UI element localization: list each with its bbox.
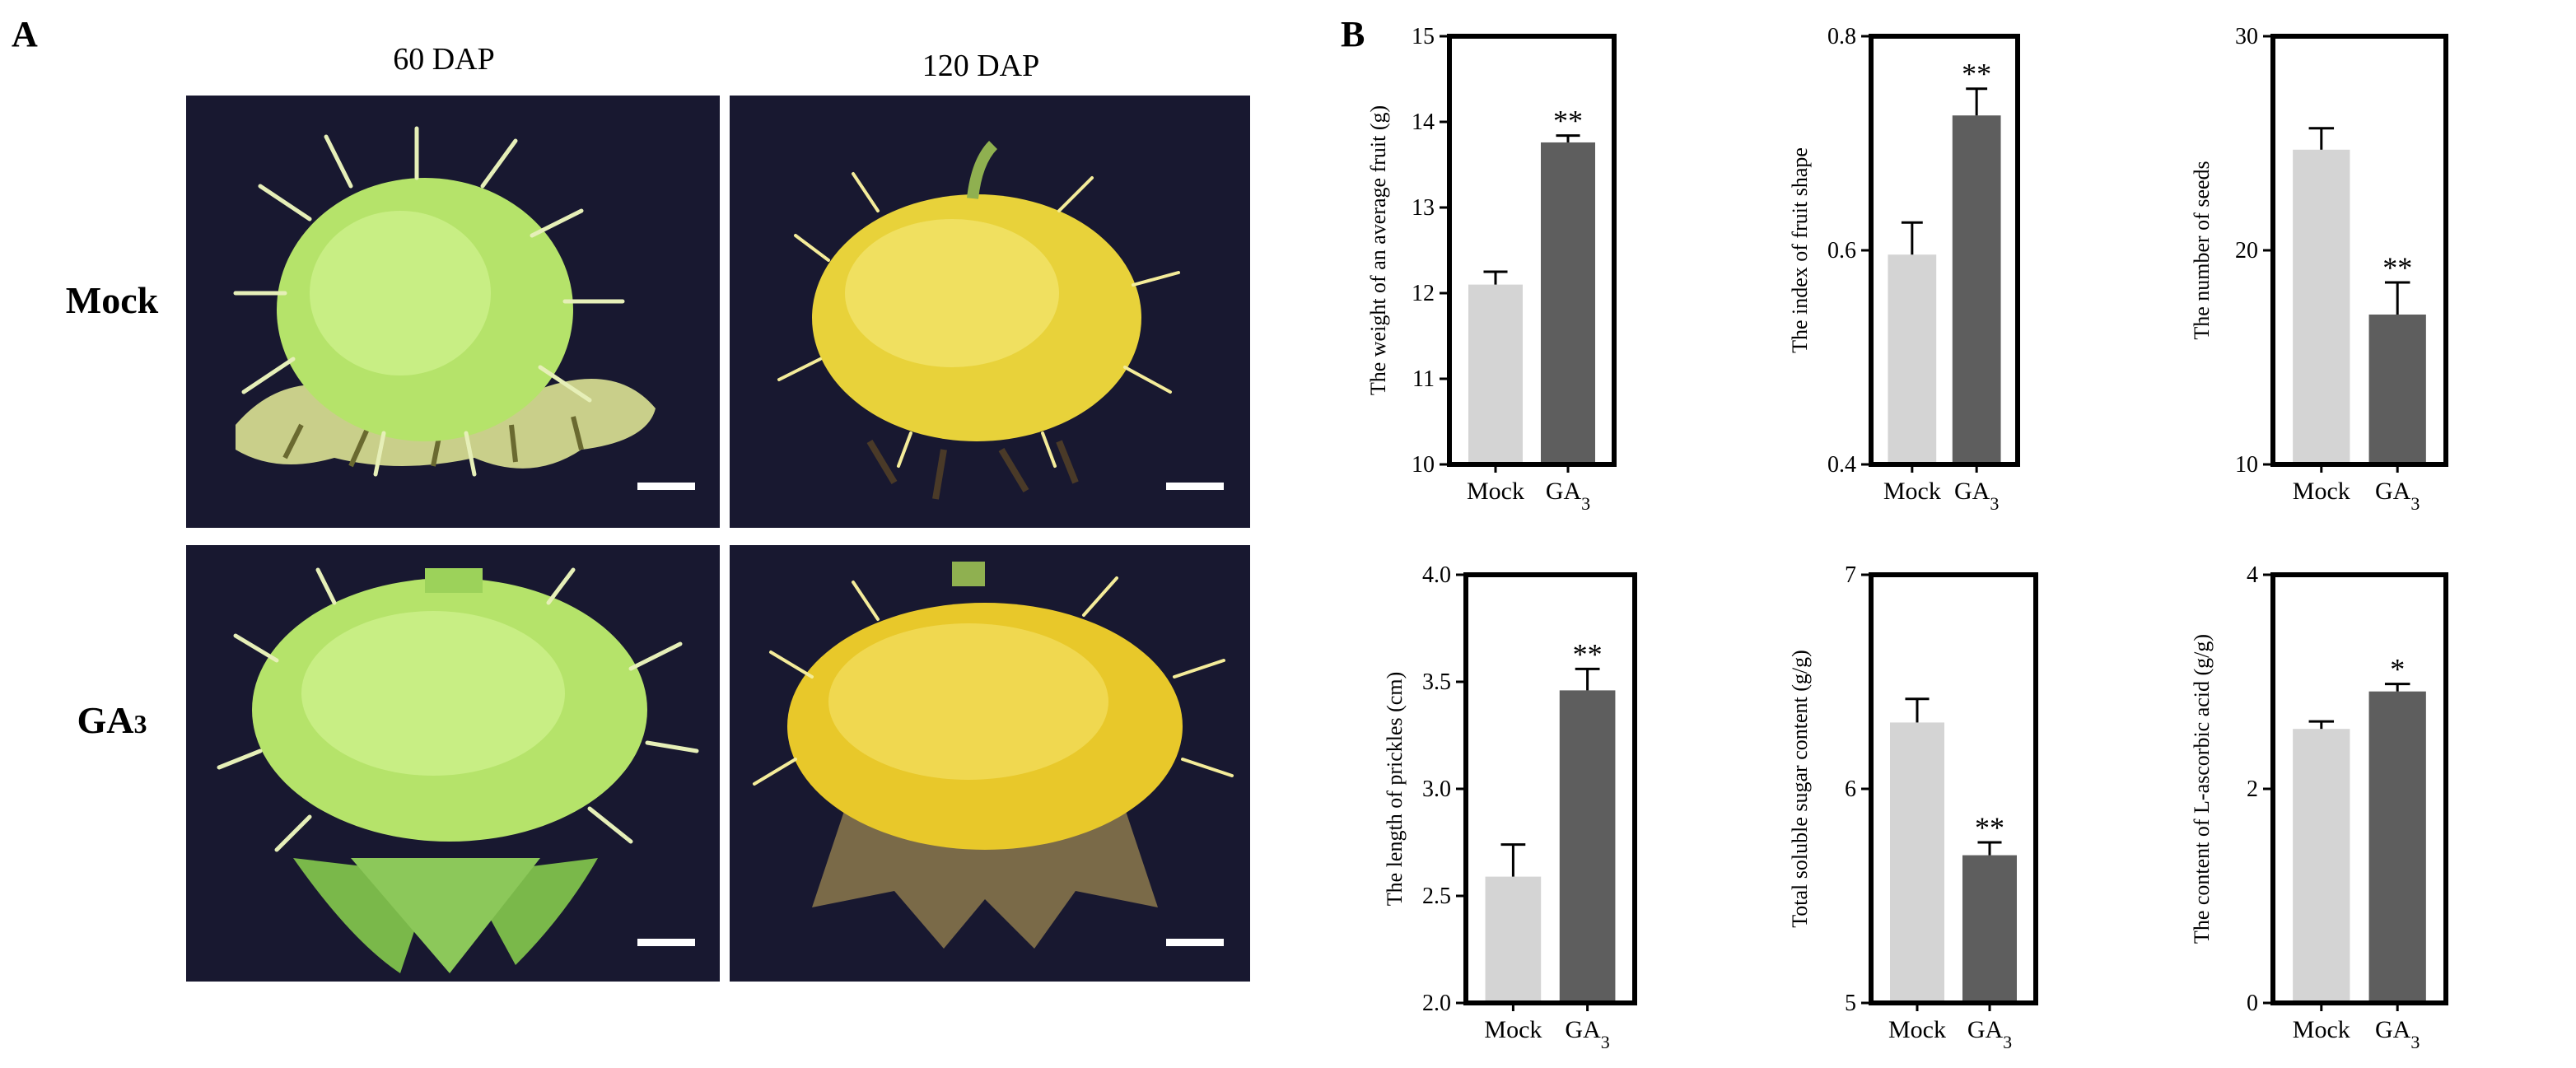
y-tick-label: 0.8 [1827, 24, 1856, 49]
y-tick-label: 15 [1412, 24, 1435, 49]
row-label-ga3: GA3 [77, 699, 147, 741]
y-tick-label: 11 [1412, 366, 1435, 392]
y-tick-label: 30 [2235, 24, 2258, 49]
scale-bar [1166, 483, 1224, 490]
category-label: Mock [1888, 1016, 1946, 1043]
y-tick-label: 3.0 [1422, 777, 1451, 802]
category-label: Mock [2293, 1016, 2350, 1043]
category-label: GA3 [1954, 478, 1999, 514]
y-tick-label: 10 [1412, 452, 1435, 478]
young-fruit-image [217, 567, 699, 973]
y-axis-label: The content of L-ascorbic acid (g/g) [2190, 634, 2214, 944]
category-label: GA3 [1565, 1016, 1609, 1052]
panel-b-letter: B [1341, 14, 1365, 54]
y-axis-label: The length of prickles (cm) [1383, 672, 1407, 906]
y-tick-label: 12 [1412, 281, 1435, 306]
bar-ga3 [1541, 142, 1595, 464]
row-label-mock: Mock [65, 279, 159, 321]
photo-ga3-60-dap [186, 545, 720, 982]
y-tick-label: 4 [2247, 562, 2258, 588]
category-label: GA3 [2375, 478, 2420, 514]
bar-mock [1468, 284, 1523, 464]
bar-ga3 [1559, 690, 1616, 1003]
y-tick-label: 3.5 [1422, 669, 1451, 695]
y-tick-label: 2.0 [1422, 991, 1451, 1016]
column-label-120-dap: 120 DAP [922, 49, 1040, 83]
significance-label: ** [1573, 637, 1603, 670]
mature-fruit-image [753, 562, 1234, 949]
bar-mock [1485, 876, 1542, 1003]
y-tick-label: 20 [2235, 238, 2258, 264]
bar-ga3 [1952, 115, 2001, 464]
bar-mock [2293, 729, 2350, 1003]
y-tick-label: 0 [2247, 991, 2258, 1016]
y-axis-label: The number of seeds [2190, 161, 2214, 339]
mature-fruit-image [777, 141, 1180, 500]
chart-6: Mock * GA3 0 2 4 The content of L-ascorbic aci… [2190, 562, 2448, 1052]
photo-mock-60-dap [186, 96, 720, 528]
significance-label: ** [1962, 58, 1991, 91]
photo-mock-120-dap [730, 96, 1250, 528]
category-label: GA3 [1546, 478, 1590, 514]
y-tick-label: 6 [1845, 777, 1856, 802]
significance-label: ** [2382, 251, 2412, 284]
chart-5: Mock ** GA3 5 6 7 Total soluble sugar content … [1788, 562, 2038, 1052]
scale-bar [1166, 939, 1224, 946]
y-tick-label: 0.4 [1827, 452, 1856, 478]
bar-charts: Mock ** GA3 10 11 12 13 14 15 The weight of an av… [1366, 24, 2448, 1052]
bar-mock [2293, 149, 2350, 465]
category-label: Mock [1467, 478, 1524, 505]
panel-a-letter: A [12, 14, 38, 54]
chart-4: Mock ** GA3 2.0 2.5 3.0 3.5 4.0 The length of pr… [1383, 562, 1637, 1052]
bar-ga3 [1962, 855, 2017, 1003]
scale-bar [637, 939, 695, 946]
significance-label: * [2390, 653, 2405, 686]
significance-label: ** [1553, 105, 1583, 138]
y-tick-label: 2.5 [1422, 884, 1451, 909]
photo-ga3-120-dap [730, 545, 1250, 982]
axis-frame [1447, 34, 1617, 467]
bar-mock [1890, 722, 1944, 1003]
y-tick-label: 7 [1845, 562, 1856, 588]
y-axis-label: The index of fruit shape [1788, 147, 1812, 353]
chart-3: Mock ** GA3 10 20 30 The number of seeds [2190, 24, 2448, 514]
category-label: Mock [1883, 478, 1941, 505]
category-label: GA3 [1967, 1016, 2012, 1052]
y-tick-label: 14 [1412, 110, 1435, 135]
chart-1: Mock ** GA3 10 11 12 13 14 15 The weight of an av… [1366, 24, 1617, 514]
column-label-60-dap: 60 DAP [393, 42, 495, 77]
y-tick-label: 4.0 [1422, 562, 1451, 588]
y-tick-label: 2 [2247, 777, 2258, 802]
y-axis-label: The weight of an average fruit (g) [1366, 105, 1390, 395]
bar-ga3 [2368, 691, 2426, 1003]
bar-ga3 [2368, 315, 2426, 464]
category-label: Mock [1484, 1016, 1542, 1043]
scale-bar [637, 483, 695, 490]
y-tick-label: 0.6 [1827, 238, 1856, 264]
y-axis-label: Total soluble sugar content (g/g) [1788, 650, 1812, 928]
y-tick-label: 10 [2235, 452, 2258, 478]
category-label: Mock [2293, 478, 2350, 505]
young-fruit-image [233, 126, 656, 477]
significance-label: ** [1975, 811, 2004, 844]
y-tick-label: 5 [1845, 991, 1856, 1016]
bar-mock [1888, 254, 1937, 464]
y-tick-label: 13 [1412, 195, 1435, 221]
chart-2: Mock ** GA3 0.4 0.6 0.8 The index of fruit sha… [1788, 24, 2020, 514]
category-label: GA3 [2375, 1016, 2420, 1052]
